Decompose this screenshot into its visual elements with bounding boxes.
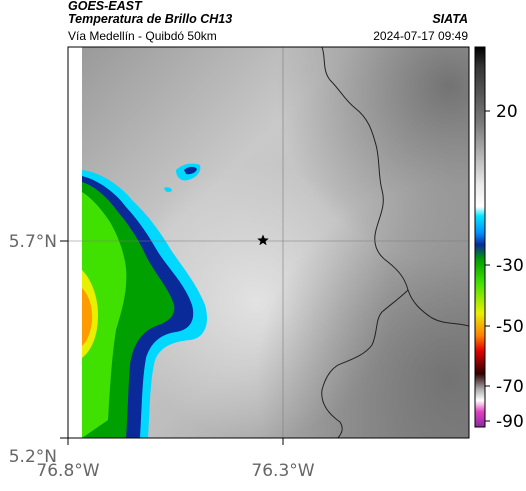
colorbar-tick-label: -70 [496,377,524,397]
satellite-name: GOES-EAST [68,0,142,13]
colorbar-tick-label: -50 [496,317,524,337]
lon-tick-label: 76.8°W [36,461,99,481]
star-icon [257,234,269,246]
colorbar-tick-label: 20 [496,102,518,122]
lat-tick-label: 5.2°N [9,447,57,467]
colorbar-tick-label: -90 [496,412,524,432]
product-title: Temperatura de Brillo CH13 [68,12,233,26]
colorbar: 20 -30 -50 -70 -90 [474,46,524,432]
organization-label: SIATA [432,12,468,26]
lat-tick-label: 5.7°N [9,232,57,252]
colorbar-tick-label: -30 [496,256,524,276]
satellite-image [82,47,469,438]
region-subtitle: Vía Medellín - Quibdó 50km [68,29,217,43]
map-frame [67,46,470,439]
datetime-label: 2024-07-17 09:49 [373,29,468,43]
lon-tick-label: 76.3°W [251,461,314,481]
